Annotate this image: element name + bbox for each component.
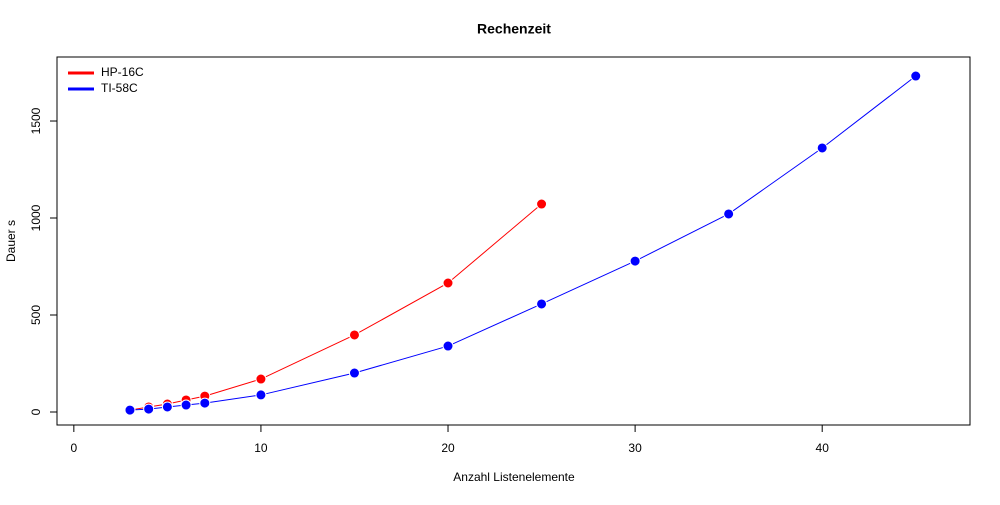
- x-tick-label: 20: [441, 441, 455, 455]
- data-point: [629, 255, 641, 267]
- y-tick-label: 1500: [29, 107, 43, 134]
- data-point: [536, 198, 548, 210]
- data-point: [348, 329, 360, 341]
- data-point: [124, 404, 136, 416]
- x-tick-label: 30: [628, 441, 642, 455]
- series-line: [129, 203, 542, 411]
- legend-label: HP-16C: [101, 65, 144, 79]
- x-tick-label: 10: [254, 441, 268, 455]
- y-tick-label: 0: [29, 408, 43, 415]
- data-point: [143, 403, 155, 415]
- series-line: [129, 75, 917, 411]
- data-point: [816, 142, 828, 154]
- data-point: [161, 401, 173, 413]
- data-point: [255, 389, 267, 401]
- chart-title: Rechenzeit: [477, 21, 551, 37]
- data-point: [442, 277, 454, 289]
- y-axis-label: Dauer s: [4, 220, 18, 262]
- data-point: [180, 399, 192, 411]
- data-point: [910, 70, 922, 82]
- x-tick-label: 0: [70, 441, 77, 455]
- x-axis-label: Anzahl Listenelemente: [453, 470, 575, 484]
- y-tick-label: 500: [29, 305, 43, 325]
- data-point: [536, 298, 548, 310]
- data-point: [199, 397, 211, 409]
- legend-label: TI-58C: [101, 81, 138, 95]
- data-point: [723, 208, 735, 220]
- data-point: [255, 373, 267, 385]
- data-point: [348, 367, 360, 379]
- x-tick-label: 40: [816, 441, 830, 455]
- y-tick-label: 1000: [29, 204, 43, 231]
- plot-frame: [56, 56, 971, 426]
- data-point: [442, 340, 454, 352]
